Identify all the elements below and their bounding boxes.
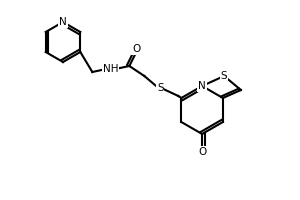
- Text: N: N: [59, 17, 67, 27]
- Text: N: N: [198, 81, 206, 91]
- Text: NH: NH: [103, 64, 118, 74]
- Text: S: S: [157, 83, 164, 93]
- Text: S: S: [221, 71, 227, 81]
- Text: O: O: [198, 147, 206, 157]
- Text: O: O: [132, 44, 140, 54]
